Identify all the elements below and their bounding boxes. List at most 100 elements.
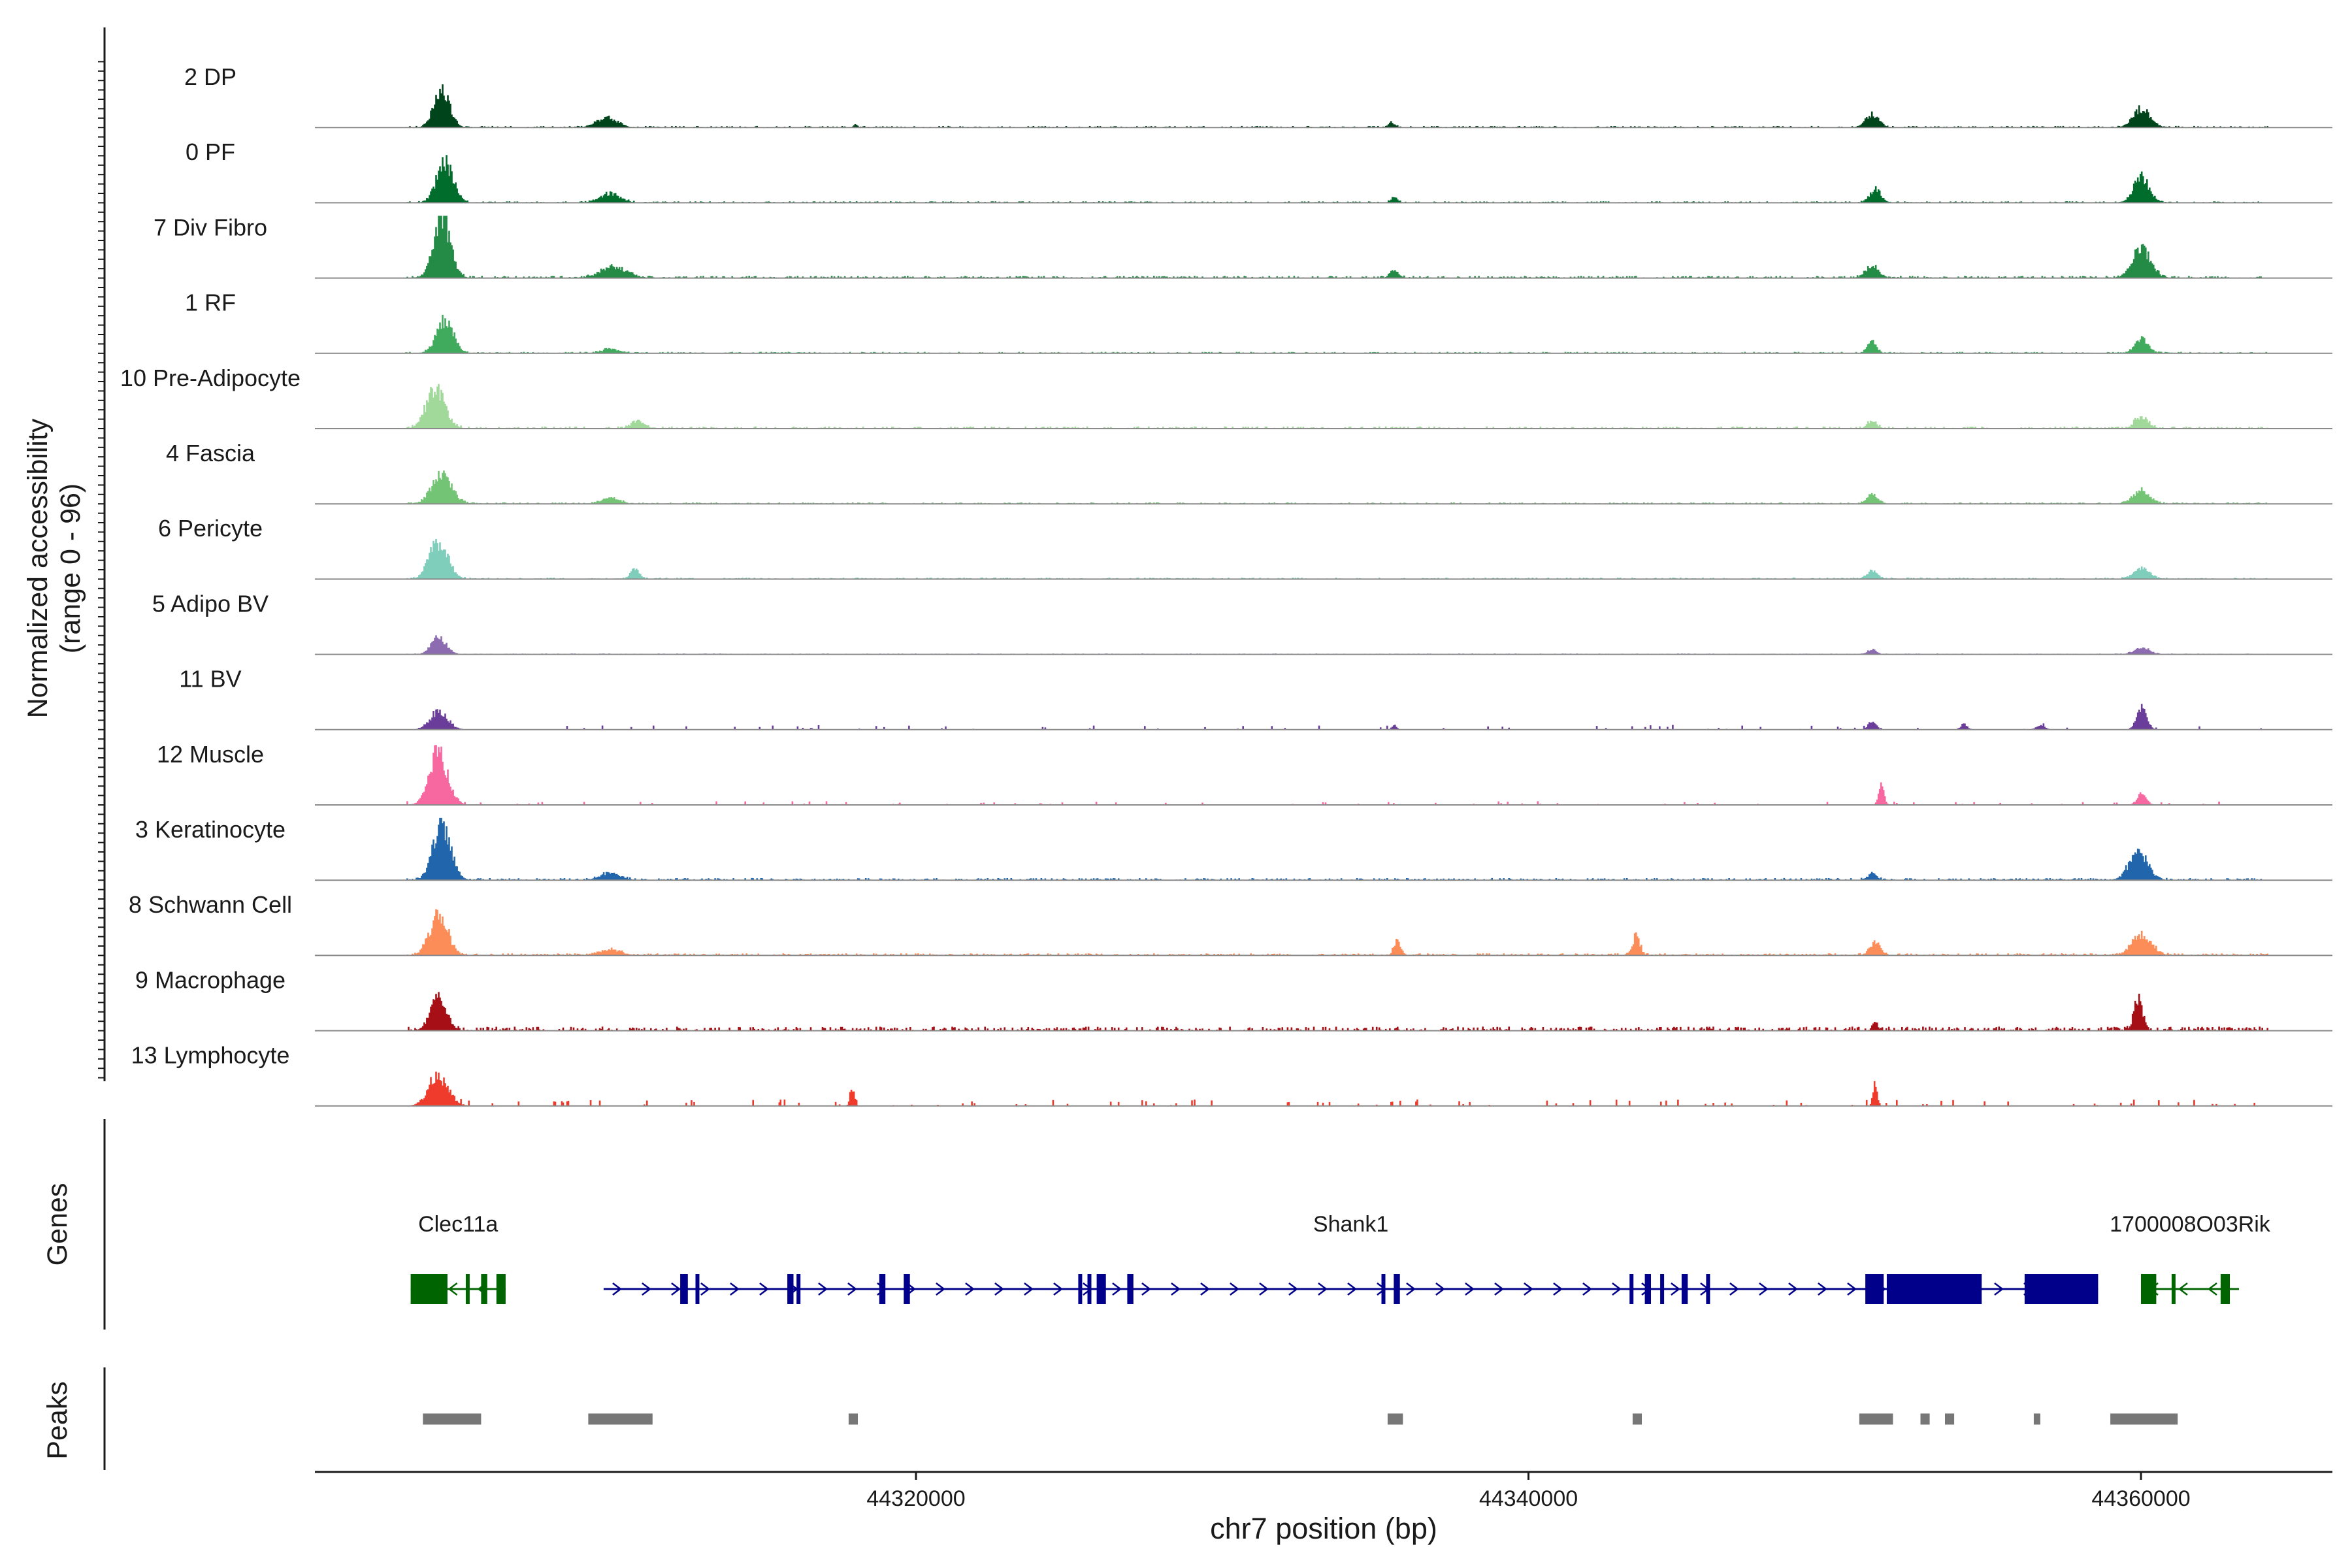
peak-region [588,1413,653,1425]
track-0-pf: 0 PF [186,139,2332,204]
strand-arrow [2207,1282,2217,1296]
coverage-area [315,216,2332,278]
coverage-area [315,314,2332,354]
strand-arrow [1200,1282,1210,1296]
strand-arrow [1112,1282,1122,1296]
exon [1706,1274,1710,1304]
track-label: 3 Keratinocyte [135,816,286,843]
peak-region [1632,1413,1642,1425]
strand-arrow [1612,1282,1622,1296]
exon [1629,1274,1634,1304]
strand-arrow [1788,1282,1798,1296]
exon [2171,1274,2176,1304]
coverage-area [315,84,2332,128]
track-2-dp: 2 DP [184,63,2332,129]
exon [680,1274,688,1304]
strand-arrow [1994,1282,2004,1296]
gene-shank1: Shank1 [603,1212,2099,1304]
coverage-area [315,992,2332,1031]
track-label: 1 RF [185,289,236,316]
strand-arrow [1582,1282,1592,1296]
exon [410,1274,448,1304]
coverage-area [315,384,2332,429]
exon [1681,1274,1688,1304]
strand-arrow [1759,1282,1769,1296]
track-11-bv: 11 BV [179,666,2332,730]
track-label: 12 Muscle [157,741,264,768]
strand-arrow [818,1282,828,1296]
track-label: 6 Pericyte [158,515,263,542]
x-tick-label: 44340000 [1479,1486,1578,1511]
exon [496,1274,506,1304]
track-13-lymphocyte: 13 Lymphocyte [131,1042,2332,1107]
coverage-area [315,909,2332,956]
exon [2141,1274,2157,1304]
strand-arrow [1259,1282,1269,1296]
genes-panel: Genes Clec11a Shank1 1700008O03Rik [42,1119,2271,1330]
strand-arrow [642,1282,651,1296]
track-10-pre-adipocyte: 10 Pre-Adipocyte [120,365,2332,429]
coverage-area [315,155,2332,203]
strand-arrow [1729,1282,1739,1296]
track-6-pericyte: 6 Pericyte [158,515,2332,580]
peak-region [2033,1413,2040,1425]
strand-arrow [1494,1282,1504,1296]
exon [787,1274,794,1304]
peak-region [848,1413,858,1425]
exon [2220,1274,2230,1304]
exon [1087,1274,1092,1304]
track-label: 2 DP [184,63,237,90]
exon [1096,1274,1106,1304]
y-axis-range-label: (range 0 - 96) [55,483,86,654]
strand-arrow [1318,1282,1328,1296]
strand-arrow [2178,1282,2188,1296]
gene-1700008o03rik: 1700008O03Rik [2110,1212,2271,1304]
strand-arrow [1288,1282,1298,1296]
track-label: 4 Fascia [166,440,255,466]
track-3-keratinocyte: 3 Keratinocyte [135,816,2332,881]
track-8-schwann-cell: 8 Schwann Cell [129,891,2332,956]
exon [465,1274,470,1304]
exon [1127,1274,1134,1304]
track-5-adipo-bv: 5 Adipo BV [152,590,2332,655]
exon [1394,1274,1400,1304]
x-axis: 44320000 44340000 44360000 chr7 position (… [315,1471,2332,1545]
track-9-macrophage: 9 Macrophage [135,966,2332,1032]
peak-region [423,1413,482,1425]
gene-label: Clec11a [418,1212,498,1237]
strand-arrow [1847,1282,1857,1296]
coverage-area [315,704,2332,730]
x-tick-label: 44360000 [2091,1486,2190,1511]
coverage-area [315,1071,2332,1107]
strand-arrow [994,1282,1004,1296]
exon [879,1274,886,1304]
track-label: 0 PF [186,139,235,165]
track-label: 7 Div Fibro [154,214,267,240]
exon [1865,1274,1884,1304]
strand-arrow [730,1282,740,1296]
exon [904,1274,910,1304]
strand-arrow [700,1282,710,1296]
coverage-area [315,539,2332,580]
x-axis-title: chr7 position (bp) [1210,1512,1437,1545]
peaks-panel: Peaks [42,1367,2178,1470]
gene-label: Shank1 [1313,1212,1388,1237]
coverage-area [315,635,2332,655]
gene-label: 1700008O03Rik [2110,1212,2271,1237]
strand-arrow [1141,1282,1151,1296]
strand-arrow [1524,1282,1533,1296]
coverage-area [315,745,2332,806]
track-1-rf: 1 RF [185,289,2332,354]
strand-arrow [1230,1282,1239,1296]
exon [1381,1274,1386,1304]
coverage-area [315,470,2332,504]
exon [1644,1274,1651,1304]
gene-clec11a: Clec11a [410,1212,506,1304]
track-label: 8 Schwann Cell [129,891,292,918]
track-label: 11 BV [179,666,241,693]
strand-arrow [1435,1282,1445,1296]
peak-region [1387,1413,1403,1425]
strand-arrow [936,1282,945,1296]
track-label: 5 Adipo BV [152,590,269,617]
